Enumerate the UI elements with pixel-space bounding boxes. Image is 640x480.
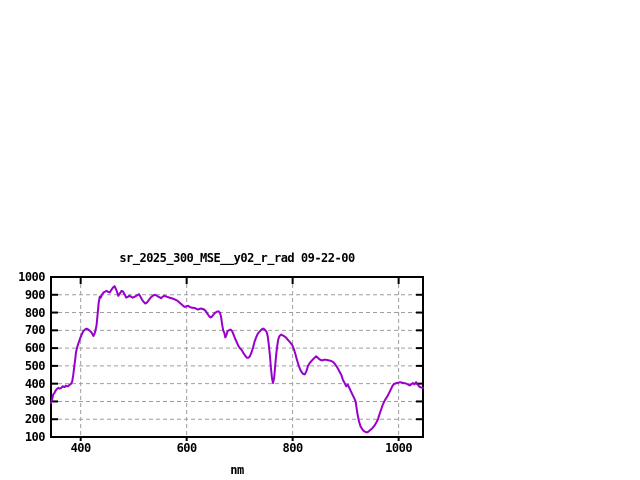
y-tick-label: 800 <box>24 305 46 320</box>
y-tick-label: 500 <box>24 358 46 373</box>
plot-border <box>50 276 424 438</box>
y-tick-label: 400 <box>24 376 46 391</box>
y-tick-label: 900 <box>24 287 46 302</box>
y-tick-label: 100 <box>24 430 46 444</box>
y-tick-label: 300 <box>24 394 46 409</box>
y-tick-label: 200 <box>24 412 46 427</box>
x-tick-label: 800 <box>282 441 304 455</box>
y-tick-label: 700 <box>24 323 46 338</box>
chart-title: sr_2025_300_MSE__y02_r_rad 09-22-00 <box>119 251 355 265</box>
x-tick-label: 1000 <box>385 441 413 455</box>
y-tick-label: 600 <box>24 341 46 356</box>
x-axis-title: nm <box>230 463 244 477</box>
y-tick-label: 1000 <box>18 270 45 284</box>
x-tick-label: 400 <box>70 441 92 455</box>
x-tick-label: 600 <box>176 441 198 455</box>
series-line <box>50 285 424 434</box>
